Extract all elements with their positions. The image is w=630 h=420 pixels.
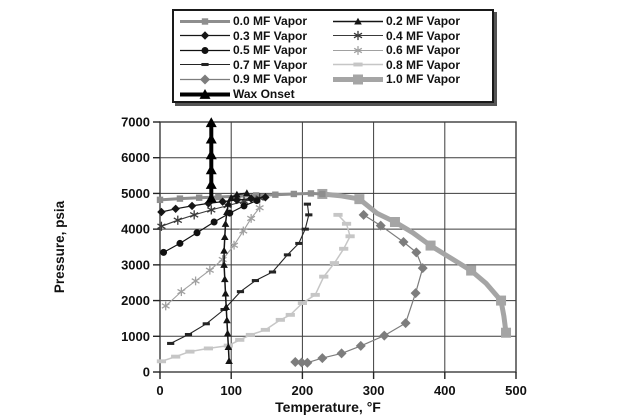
legend-item-0-5-mf-vapor: 0.5 MF Vapor [179,43,307,57]
series-wax-onset [205,117,217,203]
series-marker-icon [333,30,383,41]
legend-label: 0.3 MF Vapor [233,28,308,43]
series-0-2-mf-vapor [220,189,251,364]
x-tick-label: 500 [505,383,527,398]
y-tick-label: 2000 [121,293,150,308]
legend-item-1-0-mf-vapor: 1.0 MF Vapor [332,72,460,86]
legend-item-0-2-mf-vapor: 0.2 MF Vapor [332,14,460,28]
x-tick-label: 200 [292,383,314,398]
y-tick-label: 4000 [121,222,150,237]
x-axis-title: Temperature, °F [275,399,381,415]
legend-label: 0.6 MF Vapor [386,43,461,58]
x-tick-label: 0 [156,383,163,398]
y-axis-title: Pressure, psia [52,200,67,293]
legend-item-0-4-mf-vapor: 0.4 MF Vapor [332,29,460,43]
legend-label: 0.8 MF Vapor [386,57,461,72]
y-tick-label: 3000 [121,257,150,272]
legend-item-0-0-mf-vapor: 0.0 MF Vapor [179,14,307,28]
legend-label: 1.0 MF Vapor [386,72,461,87]
series-marker-icon [180,46,230,54]
series-0-6-mf-vapor [161,203,264,311]
series-0-9-mf-vapor [290,209,428,368]
series-marker-icon [333,45,383,55]
legend-label: 0.0 MF Vapor [233,14,308,28]
series-marker-icon [180,31,230,40]
series-marker-icon [180,17,230,25]
y-tick-label: 1000 [121,329,150,344]
axis-tick-labels: 0 1000 2000 3000 4000 5000 6000 7000 0 100 200 300 4… [121,115,527,399]
legend-label: 0.4 MF Vapor [386,28,461,43]
series-marker-icon [333,74,383,85]
legend-item-0-6-mf-vapor: 0.6 MF Vapor [332,43,460,57]
legend-label: 0.7 MF Vapor [233,57,308,72]
legend-item-wax-onset: Wax Onset [179,87,295,101]
series-marker-icon [180,88,230,99]
series-marker-icon [180,63,230,67]
legend-label: 0.2 MF Vapor [386,14,461,28]
legend-item-0-8-mf-vapor: 0.8 MF Vapor [332,58,460,72]
x-tick-label: 300 [363,383,385,398]
legend-label: 0.5 MF Vapor [233,43,308,58]
axis-ticks [153,121,517,379]
legend-item-0-9-mf-vapor: 0.9 MF Vapor [179,72,307,86]
legend-label: Wax Onset [233,87,295,101]
plot-frame [159,121,517,373]
y-tick-label: 0 [143,365,150,380]
y-tick-label: 5000 [121,186,150,201]
legend-label: 0.9 MF Vapor [233,72,308,87]
legend: 0.0 MF Vapor 0.2 MF Vapor 0.3 MF Vapor 0.4 … [172,9,494,103]
y-tick-label: 6000 [121,150,150,165]
x-tick-label: 100 [220,383,242,398]
series-marker-icon [333,62,383,67]
x-tick-label: 400 [434,383,456,398]
legend-item-0-3-mf-vapor: 0.3 MF Vapor [179,29,307,43]
series-0-8-mf-vapor [156,212,355,364]
y-tick-label: 7000 [121,115,150,130]
legend-item-0-7-mf-vapor: 0.7 MF Vapor [179,58,307,72]
series-marker-icon [333,17,383,25]
series-marker-icon [180,74,230,85]
